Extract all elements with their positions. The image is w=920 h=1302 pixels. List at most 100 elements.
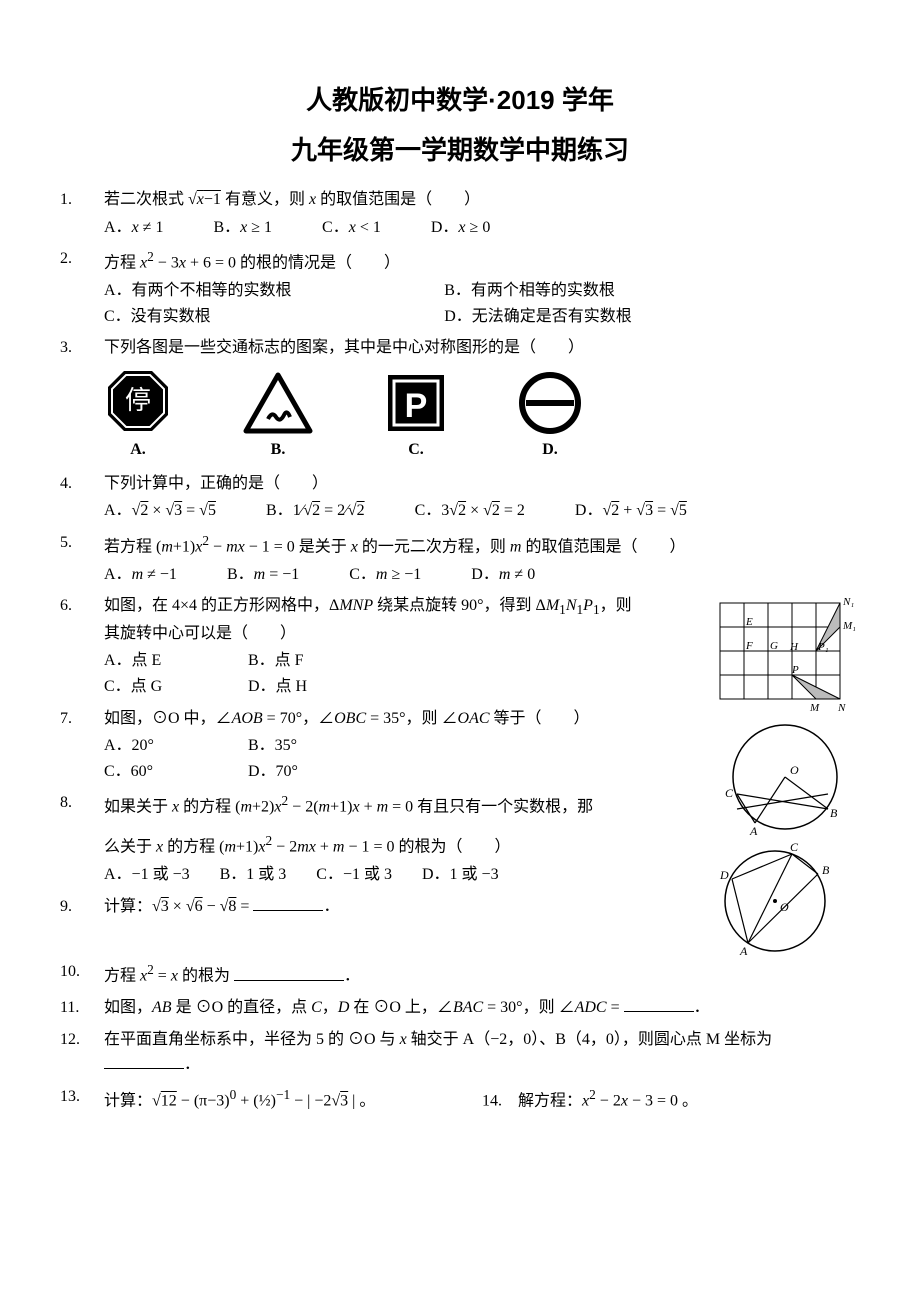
q8-stem2: 么关于 x 的方程 (m+1)x2 − 2mx + m − 1 = 0 的根为（… <box>104 830 698 860</box>
svg-text:A: A <box>749 824 758 838</box>
question-6: 6. 如图，在 4×4 的正方形网格中，ΔMNP 绕某点旋转 90°，得到 ΔM… <box>60 593 698 699</box>
q7-num: 7. <box>60 706 104 732</box>
q12-stem2: ． <box>104 1052 860 1078</box>
q6-opt-a: A．点 E <box>104 648 248 674</box>
q7-stem: 如图，⊙O 中，∠AOB = 70°，∠OBC = 35°，则 ∠OAC 等于（… <box>104 706 698 732</box>
question-12: 12. 在平面直角坐标系中，半径为 5 的 ⊙O 与 x 轴交于 A（−2，0）… <box>60 1027 860 1078</box>
question-7: 7. 如图，⊙O 中，∠AOB = 70°，∠OBC = 35°，则 ∠OAC … <box>60 706 698 785</box>
q3-label-c: C. <box>384 437 448 463</box>
q5-num: 5. <box>60 530 104 556</box>
noentry-sign-icon <box>518 371 582 435</box>
svg-text:E: E <box>745 616 753 628</box>
q5-opt-d: D．m ≠ 0 <box>471 562 535 588</box>
q8-opt-a: A．−1 或 −3 <box>104 862 190 888</box>
q5-stem: 若方程 (m+1)x2 − mx − 1 = 0 是关于 x 的一元二次方程，则… <box>104 530 860 560</box>
q14-inline: 14. 解方程：x2 − 2x − 3 = 0 。 <box>482 1084 860 1114</box>
q6-stem2: 其旋转中心可以是（ ） <box>104 621 698 647</box>
q8-opt-b: B．1 或 3 <box>220 862 287 888</box>
circle-abcd-figure: A B C D O <box>710 839 840 959</box>
warning-sign-icon <box>242 371 314 435</box>
svg-text:G: G <box>770 640 778 652</box>
svg-text:B: B <box>830 806 838 820</box>
q3-label-b: B. <box>242 437 314 463</box>
stop-sign-icon: 停 <box>104 367 172 435</box>
svg-text:M: M <box>809 702 820 714</box>
q3-num: 3. <box>60 335 104 361</box>
q5-opt-c: C．m ≥ −1 <box>349 562 421 588</box>
q4-num: 4. <box>60 471 104 497</box>
q9-num: 9. <box>60 894 104 920</box>
q8-opt-d: D．1 或 −3 <box>422 862 499 888</box>
q6-opt-d: D．点 H <box>248 674 392 700</box>
svg-text:N₁: N₁ <box>842 596 854 608</box>
q11-stem: 如图，AB 是 ⊙O 的直径，点 C，D 在 ⊙O 上，∠BAC = 30°，则… <box>104 995 860 1021</box>
svg-text:P: P <box>791 664 799 676</box>
q4-opt-a: A．√2 × √3 = √5 <box>104 498 216 524</box>
q5-opt-a: A．m ≠ −1 <box>104 562 177 588</box>
q7-opt-b: B．35° <box>248 733 392 759</box>
q1-opt-a: A．x ≠ 1 <box>104 215 163 241</box>
svg-text:C: C <box>790 840 799 854</box>
svg-text:F: F <box>745 640 753 652</box>
svg-text:P: P <box>405 387 428 425</box>
question-8: 8. 如果关于 x 的方程 (m+2)x2 − 2(m+1)x + m = 0 … <box>60 790 698 887</box>
q2-opt-d: D．无法确定是否有实数根 <box>444 304 784 330</box>
question-3: 3. 下列各图是一些交通标志的图案，其中是中心对称图形的是（ ） 停 A. B. <box>60 335 860 464</box>
svg-text:O: O <box>790 763 799 777</box>
q3-stem: 下列各图是一些交通标志的图案，其中是中心对称图形的是（ ） <box>104 335 860 361</box>
svg-text:H: H <box>789 641 799 653</box>
svg-text:N: N <box>837 702 846 714</box>
question-2: 2. 方程 x2 − 3x + 6 = 0 的根的情况是（ ） A．有两个不相等… <box>60 246 860 329</box>
q7-opt-c: C．60° <box>104 759 248 785</box>
svg-text:B: B <box>822 863 830 877</box>
q1-opt-b: B．x ≥ 1 <box>213 215 272 241</box>
q8-opt-c: C．−1 或 3 <box>316 862 392 888</box>
doc-title-1: 人教版初中数学·2019 学年 <box>60 80 860 122</box>
q4-stem: 下列计算中，正确的是（ ） <box>104 471 860 497</box>
q2-opt-b: B．有两个相等的实数根 <box>444 278 784 304</box>
q6-stem: 如图，在 4×4 的正方形网格中，ΔMNP 绕某点旋转 90°，得到 ΔM1N1… <box>104 593 698 621</box>
parking-sign-icon: P <box>384 371 448 435</box>
q13-stem: 计算：√12 − (π−3)0 + (½)−1 − | −2√3 | 。 <box>104 1084 482 1114</box>
q3-label-d: D. <box>518 437 582 463</box>
svg-text:A: A <box>739 944 748 958</box>
q12-stem: 在平面直角坐标系中，半径为 5 的 ⊙O 与 x 轴交于 A（−2，0）、B（4… <box>104 1027 860 1053</box>
q6-opt-c: C．点 G <box>104 674 248 700</box>
q1-opt-d: D．x ≥ 0 <box>431 215 490 241</box>
q1-stem: 若二次根式 √x−1 有意义，则 x 的取值范围是（ ） <box>104 187 860 213</box>
q2-stem: 方程 x2 − 3x + 6 = 0 的根的情况是（ ） <box>104 246 860 276</box>
svg-text:P₁: P₁ <box>817 641 829 653</box>
q10-num: 10. <box>60 959 104 985</box>
q3-label-a: A. <box>104 437 172 463</box>
q7-opt-a: A．20° <box>104 733 248 759</box>
q6-opt-b: B．点 F <box>248 648 392 674</box>
svg-text:D: D <box>719 868 729 882</box>
question-9: 9. 计算：√3 × √6 − √8 = ． <box>60 894 698 920</box>
question-13: 13. 计算：√12 − (π−3)0 + (½)−1 − | −2√3 | 。… <box>60 1084 860 1114</box>
q4-opt-c: C．3√2 × √2 = 2 <box>415 498 525 524</box>
q2-opt-a: A．有两个不相等的实数根 <box>104 278 444 304</box>
q4-opt-b: B．1⁄√2 = 2⁄√2 <box>266 498 365 524</box>
question-10: 10. 方程 x2 = x 的根为 ． <box>60 959 860 989</box>
q2-opt-c: C．没有实数根 <box>104 304 444 330</box>
question-1: 1. 若二次根式 √x−1 有意义，则 x 的取值范围是（ ） A．x ≠ 1 … <box>60 187 860 240</box>
q8-stem: 如果关于 x 的方程 (m+2)x2 − 2(m+1)x + m = 0 有且只… <box>104 790 698 820</box>
q13-num: 13. <box>60 1084 104 1110</box>
question-4: 4. 下列计算中，正确的是（ ） A．√2 × √3 = √5 B．1⁄√2 =… <box>60 471 860 524</box>
svg-text:C: C <box>725 786 734 800</box>
question-5: 5. 若方程 (m+1)x2 − mx − 1 = 0 是关于 x 的一元二次方… <box>60 530 860 588</box>
q10-stem: 方程 x2 = x 的根为 ． <box>104 959 860 989</box>
circle-aob-figure: O A B C <box>710 719 850 839</box>
q11-num: 11. <box>60 995 104 1021</box>
q2-num: 2. <box>60 246 104 272</box>
q7-opt-d: D．70° <box>248 759 392 785</box>
q4-opt-d: D．√2 + √3 = √5 <box>575 498 687 524</box>
svg-text:M₁: M₁ <box>842 620 856 632</box>
q5-opt-b: B．m = −1 <box>227 562 299 588</box>
svg-text:O: O <box>780 900 789 914</box>
grid-rotation-figure: EF GH P₁ M₁ N₁ P M N <box>710 593 860 719</box>
q9-stem: 计算：√3 × √6 − √8 = ． <box>104 894 698 920</box>
q12-num: 12. <box>60 1027 104 1053</box>
question-11: 11. 如图，AB 是 ⊙O 的直径，点 C，D 在 ⊙O 上，∠BAC = 3… <box>60 995 860 1021</box>
q1-opt-c: C．x < 1 <box>322 215 381 241</box>
